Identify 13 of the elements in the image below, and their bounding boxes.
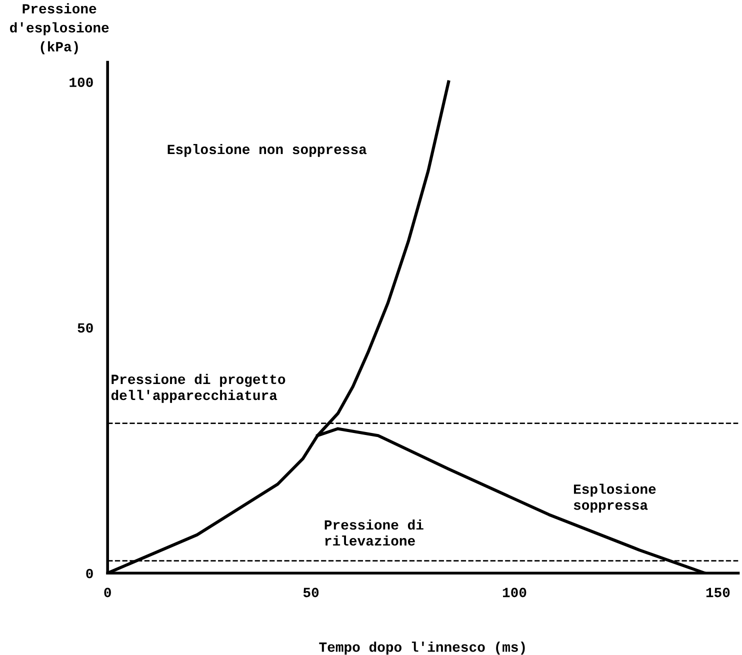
- x-tick-label: 0: [104, 588, 111, 598]
- y-tick-label: 0: [86, 568, 93, 578]
- annotation: Esplosione non soppressa: [168, 144, 367, 157]
- y-axis-title: Pressione d'esplosione (kPa): [10, 3, 109, 54]
- annotation: Pressione di rilevazione: [324, 519, 424, 546]
- annotation: Pressione di progetto dell'apparecchiatura: [111, 374, 286, 403]
- y-tick-label: 50: [78, 323, 93, 333]
- x-tick-label: 50: [303, 588, 319, 598]
- x-tick-label: 150: [706, 588, 730, 598]
- annotation: Esplosione soppressa: [574, 484, 656, 513]
- x-tick-label: 100: [502, 588, 526, 598]
- x-axis-title: Tempo dopo l'innesco (ms): [319, 642, 525, 655]
- y-tick-label: 100: [70, 78, 93, 88]
